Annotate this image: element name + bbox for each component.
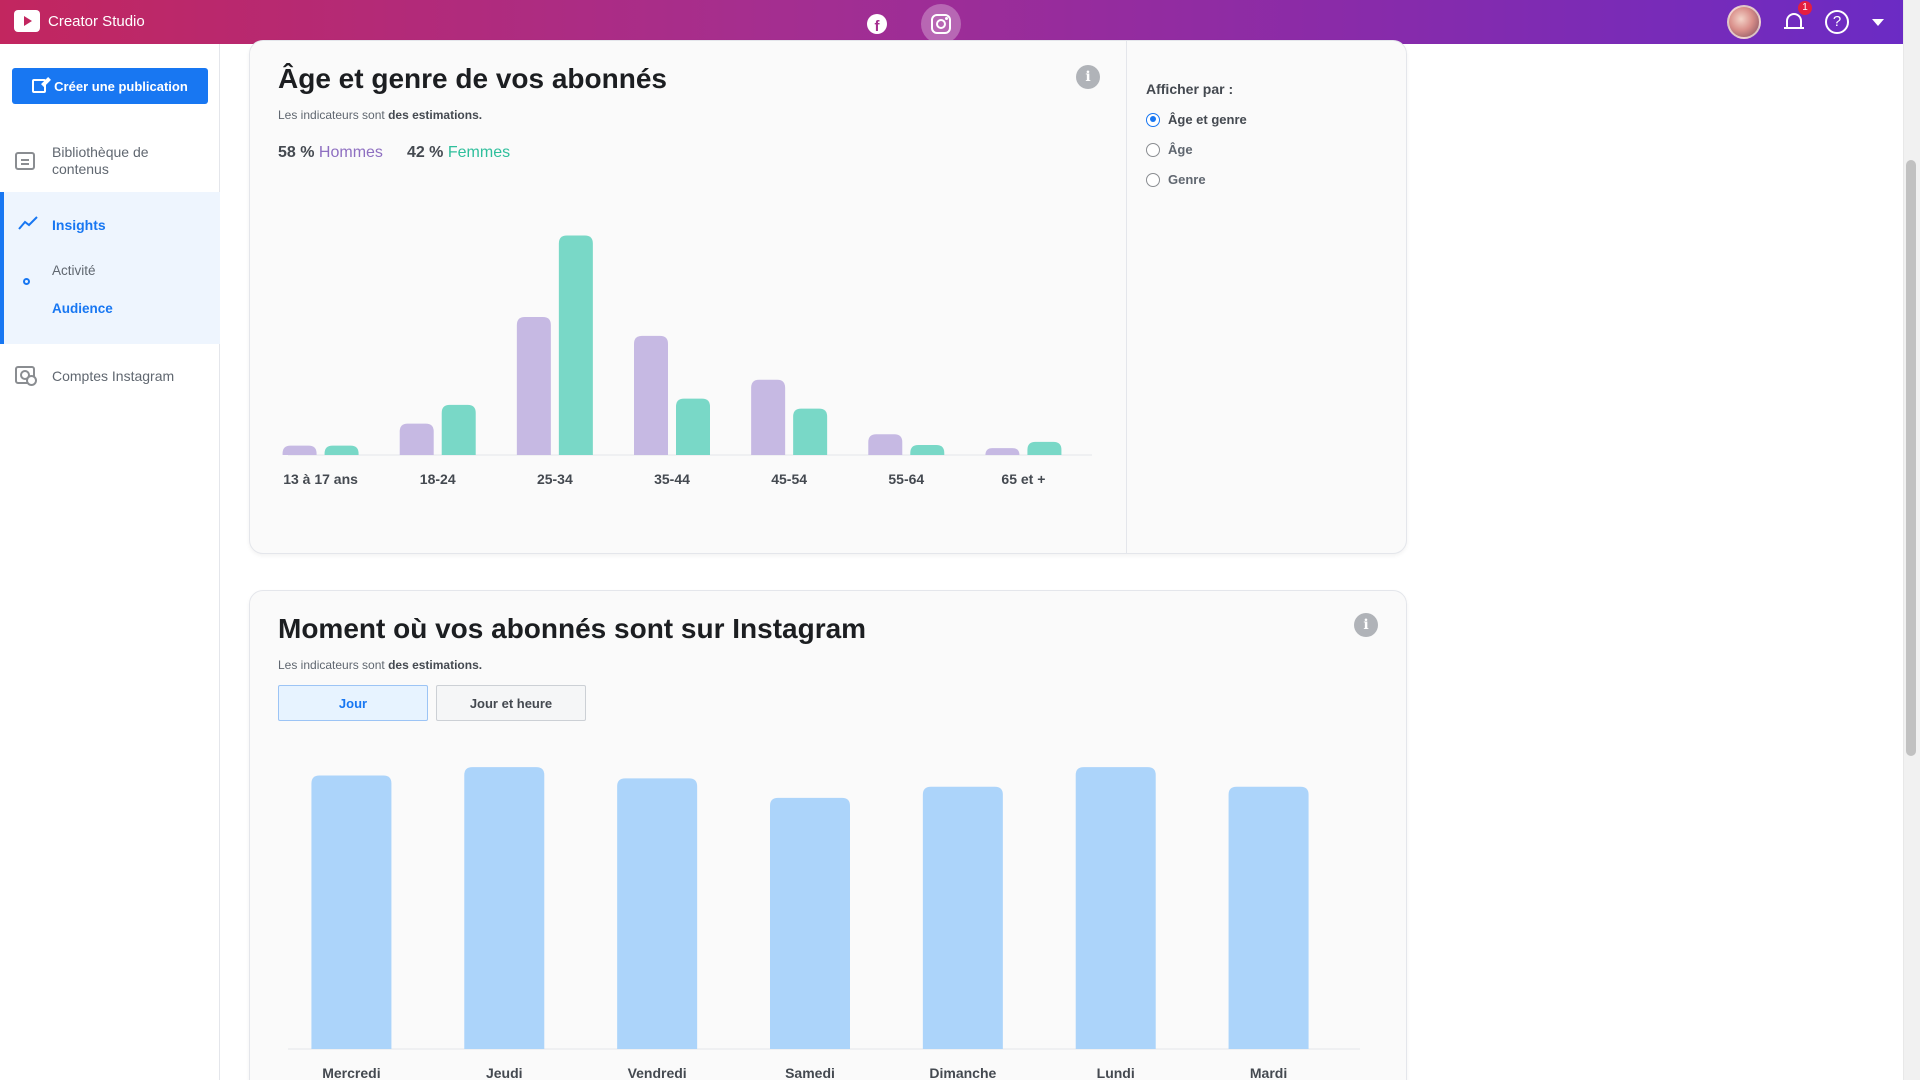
card-subtitle: Les indicateurs sont des estimations. — [278, 108, 483, 122]
sidebar-item-audience[interactable]: Audience — [52, 301, 113, 316]
panel-divider — [1126, 41, 1127, 553]
facebook-switch-button[interactable]: f — [857, 4, 897, 44]
x-tick-label: 35-44 — [654, 471, 690, 487]
instagram-icon — [931, 14, 951, 34]
radio-age[interactable]: Âge — [1146, 142, 1193, 157]
bar-day[interactable] — [311, 775, 392, 1049]
brand[interactable]: Creator Studio — [14, 10, 145, 32]
x-tick-label: Vendredi — [628, 1065, 687, 1080]
main-content: Âge et genre de vos abonnés Les indicate… — [221, 40, 1903, 1080]
content-library-icon — [15, 152, 35, 170]
bar-day[interactable] — [922, 786, 1003, 1049]
radio-unchecked-icon — [1146, 142, 1160, 157]
sidebar-item-activity[interactable]: Activité — [52, 263, 96, 278]
bar-women[interactable] — [676, 398, 710, 455]
notifications-bell-icon[interactable] — [1782, 10, 1806, 34]
activity-card: Moment où vos abonnés sont sur Instagram… — [249, 590, 1407, 1080]
display-by-label: Afficher par : — [1146, 81, 1234, 97]
bar-men[interactable] — [516, 317, 551, 455]
legend-men: 58 % Hommes — [278, 144, 383, 161]
sidebar-item-label: Comptes Instagram — [52, 368, 175, 384]
app-title: Creator Studio — [48, 12, 145, 30]
age-gender-card: Âge et genre de vos abonnés Les indicate… — [249, 40, 1407, 554]
sidebar-item-instagram-accounts[interactable]: Comptes Instagram — [0, 366, 220, 396]
age-gender-chart: 13 à 17 ans 18-24 25-34 35-44 45-54 55-64 65 e… — [282, 235, 1092, 487]
create-post-label: Créer une publication — [54, 78, 188, 94]
bar-women[interactable] — [324, 445, 359, 455]
radio-checked-icon — [1146, 112, 1160, 127]
activity-by-day-chart: Mercredi Jeudi Vendredi Samedi Dimanche Lundi… — [288, 767, 1360, 1080]
bar-men[interactable] — [399, 423, 434, 455]
bar-day[interactable] — [464, 767, 545, 1049]
x-tick-label: 25-34 — [537, 471, 573, 487]
creator-studio-logo-icon — [14, 10, 40, 32]
help-icon[interactable]: ? — [1825, 10, 1849, 34]
instagram-accounts-icon — [15, 366, 37, 386]
x-tick-label: 55-64 — [888, 471, 924, 487]
bar-day[interactable] — [1075, 767, 1156, 1049]
tab-day[interactable]: Jour — [278, 685, 428, 721]
avatar[interactable] — [1727, 5, 1761, 39]
insights-chart-icon — [18, 216, 38, 230]
bar-day[interactable] — [617, 778, 698, 1049]
bar-men[interactable] — [868, 434, 903, 455]
sidebar-group-insights: Insights Activité Audience — [0, 192, 220, 344]
x-tick-label: Mercredi — [322, 1065, 380, 1080]
x-tick-label: 45-54 — [771, 471, 807, 487]
top-bar: Creator Studio f 1 ? — [0, 0, 1903, 44]
create-post-button[interactable]: Créer une publication — [12, 68, 208, 104]
edit-icon — [32, 79, 47, 93]
card-title: Moment où vos abonnés sont sur Instagram — [278, 613, 867, 644]
bar-day[interactable] — [770, 797, 850, 1049]
x-tick-label: 18-24 — [420, 471, 456, 487]
bar-men[interactable] — [282, 445, 317, 455]
info-icon[interactable]: i — [1354, 613, 1378, 637]
x-tick-label: 13 à 17 ans — [283, 471, 358, 487]
bar-men[interactable] — [634, 335, 668, 455]
account-menu-chevron-down-icon[interactable] — [1872, 19, 1884, 26]
tab-day-and-hour[interactable]: Jour et heure — [436, 685, 586, 721]
card-title: Âge et genre de vos abonnés — [278, 63, 667, 94]
sidebar-item-content-library[interactable]: Bibliothèque de contenus — [0, 144, 220, 184]
x-tick-label: Dimanche — [929, 1065, 996, 1080]
legend-women: 42 % Femmes — [406, 144, 511, 161]
x-tick-label: Jeudi — [486, 1065, 523, 1080]
sidebar-item-label: Bibliothèque de contenus — [52, 144, 149, 177]
card-subtitle: Les indicateurs sont des estimations. — [278, 658, 483, 672]
active-dot-icon — [23, 278, 30, 285]
gender-legend: 58 % Hommes 42 % Femmes — [278, 144, 510, 162]
bar-women[interactable] — [558, 235, 593, 455]
bar-day[interactable] — [1228, 786, 1309, 1049]
x-tick-label: Samedi — [785, 1065, 835, 1080]
radio-unchecked-icon — [1146, 172, 1160, 187]
bar-men[interactable] — [751, 379, 786, 455]
radio-age-gender[interactable]: Âge et genre — [1146, 112, 1247, 127]
bar-women[interactable] — [441, 404, 476, 455]
facebook-icon: f — [867, 14, 887, 34]
info-icon[interactable]: i — [1076, 65, 1100, 89]
bar-women[interactable] — [910, 444, 945, 455]
x-tick-label: Mardi — [1250, 1065, 1287, 1080]
instagram-switch-button[interactable] — [921, 4, 961, 44]
bar-women[interactable] — [793, 408, 828, 455]
x-tick-label: 65 et + — [1001, 471, 1045, 487]
sidebar-item-insights[interactable]: Insights — [52, 217, 106, 233]
scrollbar-thumb[interactable] — [1906, 160, 1916, 756]
notifications-badge: 1 — [1798, 1, 1812, 15]
radio-gender[interactable]: Genre — [1146, 172, 1206, 187]
bar-women[interactable] — [1027, 441, 1062, 455]
x-tick-label: Lundi — [1097, 1065, 1135, 1080]
sidebar: Créer une publication Bibliothèque de co… — [0, 44, 220, 1080]
bar-men[interactable] — [985, 448, 1020, 455]
